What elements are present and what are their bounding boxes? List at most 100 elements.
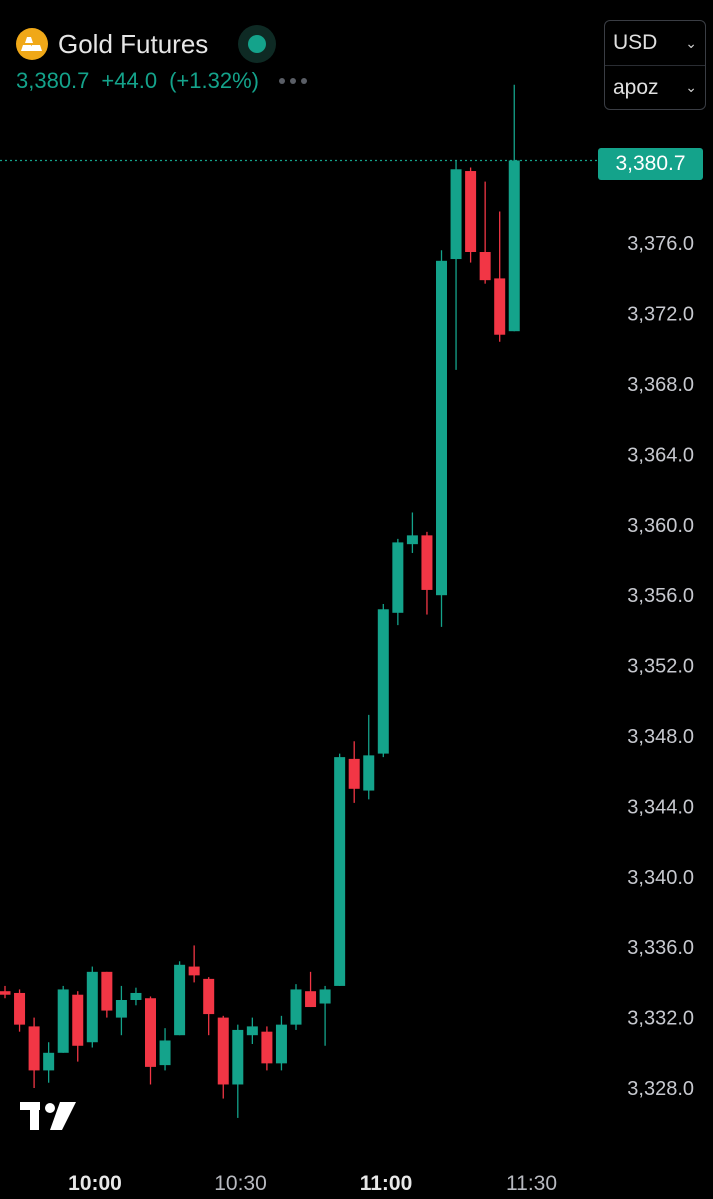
price-tick-label: 3,344.0 bbox=[627, 796, 694, 818]
candle bbox=[86, 966, 98, 1048]
candle-body bbox=[348, 758, 360, 789]
chevron-down-icon: ⌄ bbox=[685, 34, 697, 51]
candle bbox=[130, 987, 142, 1006]
time-tick-label: 10:30 bbox=[214, 1172, 267, 1195]
candle bbox=[465, 167, 477, 263]
candle bbox=[348, 741, 360, 803]
time-tick-label: 11:30 bbox=[506, 1172, 557, 1195]
market-open-icon[interactable] bbox=[238, 25, 277, 63]
price-change: +44.0 bbox=[101, 68, 158, 93]
candle-body bbox=[508, 160, 520, 332]
candle-body bbox=[275, 1024, 287, 1064]
candle bbox=[450, 160, 462, 370]
candle-body bbox=[159, 1040, 171, 1066]
time-tick-label: 11:00 bbox=[360, 1172, 413, 1195]
candle-body bbox=[290, 989, 302, 1025]
price-tick-label: 3,356.0 bbox=[627, 585, 694, 607]
candle-body bbox=[436, 260, 447, 596]
candle bbox=[14, 989, 26, 1032]
currency-select[interactable]: USD ⌄ bbox=[605, 21, 705, 65]
candle-body bbox=[130, 992, 142, 1000]
candle-body bbox=[465, 171, 477, 252]
price-tick-label: 3,360.0 bbox=[627, 515, 694, 537]
time-axis[interactable]: 10:00 10:30 11:00 11:30 bbox=[68, 1172, 557, 1195]
candle bbox=[392, 538, 404, 626]
candle-body bbox=[43, 1052, 55, 1071]
price-tick-label: 3,336.0 bbox=[627, 937, 694, 959]
price-tick-label: 3,328.0 bbox=[627, 1078, 694, 1100]
candle bbox=[421, 531, 433, 615]
candles-layer bbox=[0, 84, 520, 1118]
candle bbox=[363, 714, 375, 800]
candle-body bbox=[14, 992, 26, 1025]
candle-body bbox=[479, 252, 491, 281]
candle-body bbox=[101, 971, 113, 1011]
chevron-down-icon: ⌄ bbox=[685, 79, 697, 95]
price-tick-label: 3,348.0 bbox=[627, 726, 694, 748]
candle-body bbox=[72, 994, 84, 1046]
candle-body bbox=[188, 966, 200, 976]
price-change-percent: (+1.32%) bbox=[169, 68, 259, 93]
candle bbox=[406, 512, 418, 553]
quote-row: 3,380.7 +44.0 (+1.32%) bbox=[16, 68, 312, 94]
price-tick-label: 3,352.0 bbox=[627, 656, 694, 678]
candle bbox=[217, 1015, 229, 1099]
price-axis[interactable]: 3,376.0 3,372.0 3,368.0 3,364.0 3,360.0 3,356… bbox=[627, 233, 694, 1100]
candle bbox=[174, 961, 186, 1036]
candle-body bbox=[261, 1031, 273, 1064]
candle bbox=[115, 985, 127, 1036]
candle bbox=[377, 604, 389, 758]
candle-body bbox=[363, 755, 375, 791]
symbol-title[interactable]: Gold Futures bbox=[58, 28, 209, 59]
candle-body bbox=[174, 964, 186, 1036]
candle-body bbox=[334, 757, 346, 986]
candle-body bbox=[0, 991, 11, 995]
candle-body bbox=[217, 1017, 229, 1085]
candle-body bbox=[406, 535, 418, 545]
unit-selector-panel: USD ⌄ apoz ⌄ bbox=[604, 20, 706, 110]
candle-body bbox=[450, 169, 462, 260]
candle-body bbox=[392, 542, 404, 613]
candle bbox=[203, 977, 215, 1036]
time-tick-label: 10:00 bbox=[68, 1172, 122, 1195]
currency-value: USD bbox=[613, 31, 658, 54]
candle-body bbox=[115, 1000, 127, 1018]
symbol-header: Gold Futures 3,380.7 +44.0 (+1.32%) bbox=[16, 25, 312, 94]
candle bbox=[145, 996, 156, 1085]
last-price: 3,380.7 bbox=[16, 68, 90, 93]
gold-bars-icon bbox=[16, 28, 48, 60]
candle bbox=[290, 984, 302, 1030]
candle bbox=[72, 991, 84, 1062]
candle bbox=[101, 971, 113, 1018]
unit-value: apoz bbox=[613, 75, 659, 99]
tradingview-logo-icon[interactable] bbox=[20, 1100, 78, 1137]
candle bbox=[305, 971, 317, 1008]
price-tick-label: 3,368.0 bbox=[627, 374, 694, 396]
candle-body bbox=[232, 1029, 244, 1085]
candle-body bbox=[319, 989, 331, 1004]
candle bbox=[43, 1042, 55, 1083]
price-tick-label: 3,376.0 bbox=[627, 233, 694, 255]
candle bbox=[319, 985, 331, 1046]
candle bbox=[246, 1017, 258, 1044]
candle bbox=[188, 945, 200, 983]
candle bbox=[0, 985, 11, 999]
candle bbox=[436, 250, 447, 627]
candle bbox=[232, 1024, 244, 1118]
candle bbox=[494, 211, 506, 342]
current-price-tag: 3,380.7 bbox=[598, 148, 703, 180]
candle bbox=[334, 753, 346, 986]
candle bbox=[159, 1028, 171, 1071]
candle-body bbox=[305, 991, 317, 1008]
candle-body bbox=[57, 989, 69, 1053]
candle bbox=[479, 181, 491, 284]
candle-body bbox=[246, 1026, 258, 1036]
candle-body bbox=[145, 998, 156, 1067]
unit-select[interactable]: apoz ⌄ bbox=[605, 65, 705, 109]
candle-body bbox=[86, 971, 98, 1043]
candle bbox=[57, 985, 69, 1053]
price-tick-label: 3,364.0 bbox=[627, 444, 694, 466]
candle-body bbox=[377, 609, 389, 754]
more-options-icon[interactable] bbox=[278, 78, 312, 84]
